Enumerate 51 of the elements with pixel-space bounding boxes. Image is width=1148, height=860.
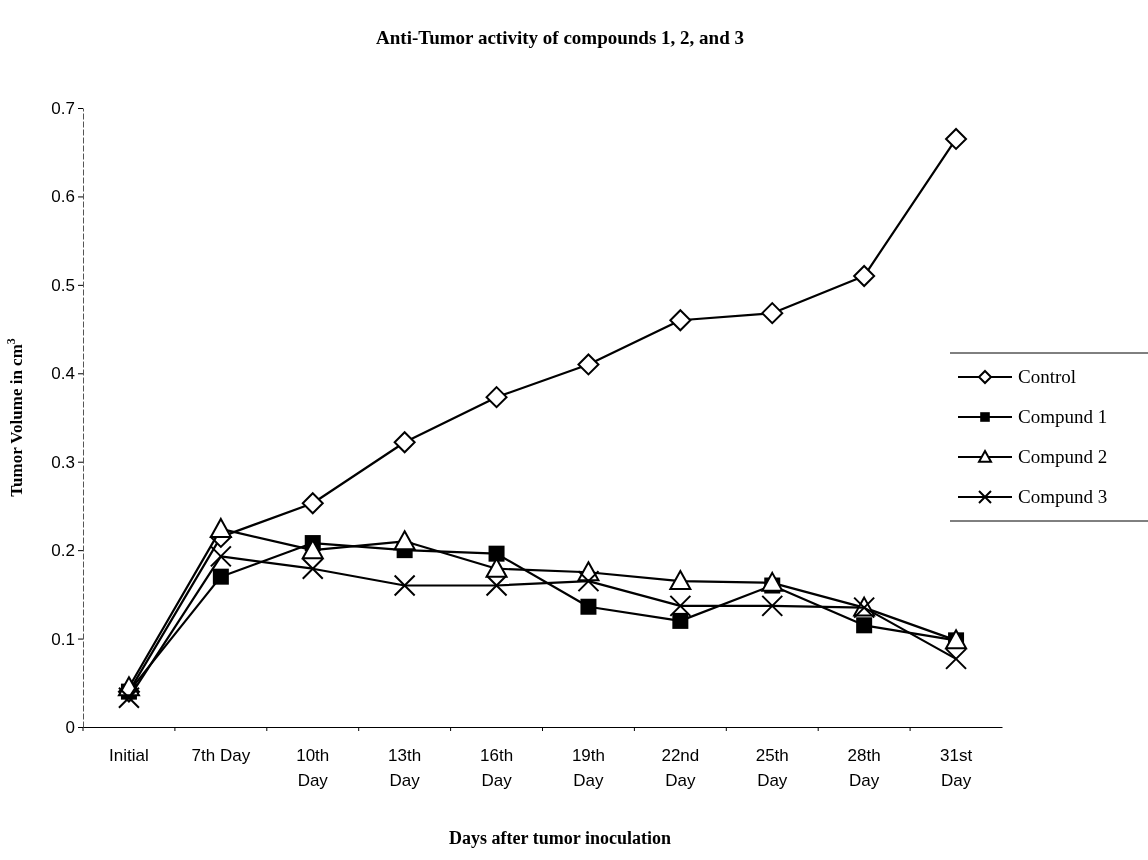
point (856, 617, 873, 634)
point (580, 598, 597, 615)
legend-label: Compund 3 (1018, 486, 1108, 507)
point (669, 594, 692, 617)
x-tick-label: 25th Day (755, 746, 789, 790)
point (945, 647, 968, 670)
x-tick-label: 31st Day (939, 746, 973, 790)
x-tick-label: 13th Day (388, 746, 422, 790)
x-tick-label: 19th Day (571, 746, 605, 790)
point (488, 545, 505, 562)
point (577, 570, 600, 593)
point (209, 545, 232, 568)
legend-label: Compund 1 (1018, 406, 1108, 427)
point (301, 557, 324, 580)
y-tick-label: 0 (65, 717, 75, 737)
x-tick-label: 22nd Day (661, 746, 700, 790)
point (669, 309, 692, 332)
y-tick-label: 0.7 (51, 98, 75, 118)
point (301, 492, 324, 515)
point (672, 612, 689, 629)
x-tick-label: 16th Day (480, 746, 514, 790)
y-tick-label: 0.6 (51, 187, 75, 207)
y-tick-label: 0.1 (51, 629, 75, 649)
point (212, 568, 229, 585)
y-tick-label: 0.5 (51, 275, 75, 295)
point (393, 431, 416, 454)
point (393, 574, 416, 597)
point (393, 530, 416, 551)
y-tick-label: 0.4 (51, 364, 75, 384)
point (485, 386, 508, 409)
point (761, 594, 784, 617)
x-tick-label: Initial (109, 746, 149, 766)
point (853, 265, 876, 288)
legend-label: Compund 2 (1018, 446, 1108, 467)
point (301, 539, 324, 560)
y-tick-label: 0.2 (51, 541, 75, 561)
legend-label: Control (1018, 366, 1077, 387)
point (117, 686, 140, 709)
point (577, 353, 600, 376)
point (669, 570, 692, 591)
point (485, 574, 508, 597)
point (945, 127, 968, 150)
y-tick-label: 0.3 (51, 452, 75, 472)
x-axis-title: Days after tumor inoculation (449, 828, 671, 848)
x-tick-label: 10th Day (296, 746, 330, 790)
point (761, 302, 784, 325)
x-tick-label: 7th Day (191, 746, 251, 766)
point (209, 517, 232, 538)
point (761, 571, 784, 592)
chart-title: Anti-Tumor activity of compounds 1, 2, and 3 (376, 27, 744, 48)
x-tick-label: 28th Day (847, 746, 881, 790)
